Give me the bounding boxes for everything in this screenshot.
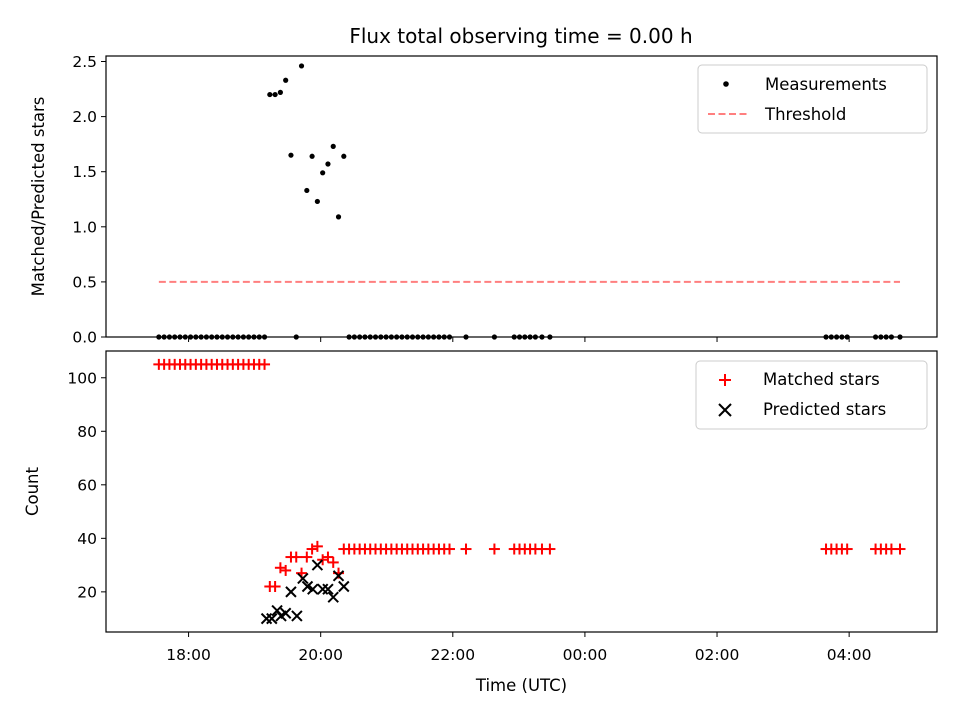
y-tick-label: 100: [67, 369, 97, 387]
counts-plot-frame: [105, 350, 938, 633]
matched-star-point: [301, 551, 313, 563]
y-tick-label: 2.5: [72, 53, 97, 71]
measurement-point: [341, 153, 347, 159]
predicted-star-point: [307, 583, 319, 595]
matched-star-point: [280, 564, 292, 576]
legend-matched-marker: [719, 374, 731, 386]
flux-ratio-panel: 0.0 0.5 1.0 1.5 2.0 2.5 Matched/Predicted sta…: [29, 53, 938, 347]
x-tick-label: 04:00: [827, 646, 872, 664]
counts-marks: [153, 358, 906, 625]
flux-ratio-axes: 0.0 0.5 1.0 1.5 2.0 2.5: [72, 53, 850, 347]
matched-star-point: [488, 543, 500, 555]
y-tick-label: 20: [77, 583, 97, 601]
y-tick-label: 1.5: [72, 163, 97, 181]
x-axis-label: Time (UTC): [475, 676, 567, 695]
y-tick-label: 1.0: [72, 218, 97, 236]
measurement-point: [288, 152, 294, 158]
measurement-point: [283, 77, 289, 83]
measurement-point: [272, 91, 278, 98]
legend-measurements-marker: [723, 81, 729, 87]
x-tick-label: 22:00: [430, 646, 475, 664]
measurement-point: [314, 198, 320, 205]
matched-star-point: [259, 358, 271, 370]
predicted-star-point: [332, 570, 345, 582]
y-tick-label: 0.5: [72, 273, 97, 291]
legend-predicted-label: Predicted stars: [763, 400, 886, 419]
counts-legend: Matched stars Predicted stars: [695, 360, 928, 430]
matched-star-point: [443, 543, 455, 555]
measurement-point: [335, 214, 342, 220]
x-tick-label: 18:00: [166, 646, 211, 664]
matched-star-point: [544, 543, 556, 555]
measurement-point: [267, 91, 273, 98]
x-tick-label: 00:00: [563, 646, 608, 664]
matched-star-point: [269, 581, 281, 593]
y-tick-label: 40: [77, 530, 97, 548]
predicted-star-point: [297, 572, 309, 585]
predicted-star-point: [279, 607, 292, 619]
predicted-star-point: [311, 559, 324, 571]
flux-ratio-legend: Measurements Threshold: [697, 64, 928, 134]
measurement-point: [309, 153, 315, 159]
predicted-star-point: [327, 591, 339, 603]
matched-star-point: [290, 551, 302, 563]
y-tick-label: 60: [77, 476, 97, 494]
y-tick-label: 2.0: [72, 108, 97, 126]
legend-box: [697, 64, 928, 134]
measurement-point: [325, 161, 331, 167]
flux-ratio-plot-frame: [105, 55, 938, 338]
legend-matched-label: Matched stars: [763, 370, 880, 389]
measurement-point: [298, 63, 305, 69]
x-tick-label: 20:00: [298, 646, 343, 664]
legend-box: [695, 360, 928, 430]
measurement-point: [277, 89, 283, 95]
counts-axes: 20 40 60 80 100 18:00 20:00 22:00 00:00 02:00 04:0…: [67, 369, 871, 664]
predicted-star-point: [266, 612, 278, 625]
flux-ratio-y-axis-label: Matched/Predicted stars: [29, 97, 48, 297]
legend-measurements-label: Measurements: [765, 75, 887, 94]
matched-star-point: [460, 543, 472, 555]
counts-y-axis-label: Count: [23, 466, 42, 516]
x-tick-label: 02:00: [695, 646, 740, 664]
matched-star-point: [841, 543, 853, 555]
measurement-point: [320, 170, 326, 176]
matched-star-point: [327, 556, 339, 568]
y-tick-label: 80: [77, 423, 97, 441]
legend-predicted-marker: [718, 403, 732, 417]
measurement-point: [330, 143, 336, 149]
matched-star-point: [322, 551, 334, 563]
matched-star-point: [311, 540, 323, 552]
y-tick-label: 0.0: [72, 329, 97, 347]
predicted-star-point: [291, 610, 303, 622]
predicted-star-point: [338, 580, 350, 593]
flux-ratio-marks: [156, 63, 903, 340]
matched-star-point: [894, 543, 906, 555]
predicted-star-point: [322, 583, 334, 595]
legend-threshold-label: Threshold: [764, 105, 846, 124]
figure-title: Flux total observing time = 0.00 h: [349, 24, 692, 48]
predicted-star-point: [285, 586, 297, 598]
counts-panel: 20 40 60 80 100 18:00 20:00 22:00 00:00 02:00 04:0…: [23, 350, 938, 695]
measurement-point: [304, 187, 310, 194]
